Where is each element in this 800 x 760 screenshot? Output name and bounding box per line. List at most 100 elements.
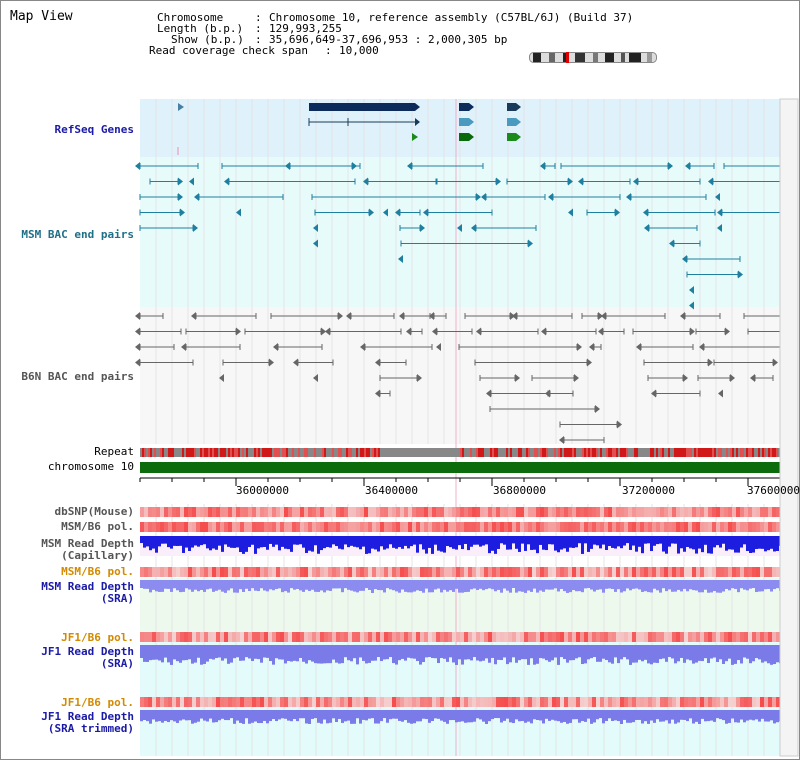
- vertical-scrollbar: [779, 98, 799, 757]
- track-label-chromosome: chromosome 10: [47, 460, 134, 473]
- jf1-read-depth-sra: [140, 645, 782, 665]
- bac-end-arrow: [715, 193, 720, 201]
- track-label-msm-b6-pol-2[interactable]: MSM/B6 pol.: [61, 565, 134, 578]
- bac-end-arrow: [417, 374, 422, 382]
- bac-end-arrow: [496, 177, 501, 186]
- bac-end-arrow: [548, 193, 553, 201]
- bac-end-arrow: [269, 358, 274, 367]
- bac-end-arrow: [375, 389, 380, 398]
- bac-end-arrow: [598, 312, 603, 320]
- track-label-msm-b6-pol-1[interactable]: MSM/B6 pol.: [61, 520, 134, 533]
- track-label-dbsnp[interactable]: dbSNP(Mouse): [54, 505, 134, 518]
- bac-end-arrow: [568, 208, 573, 217]
- bac-end-arrow: [135, 327, 140, 336]
- bac-end-arrow: [395, 208, 400, 217]
- length-value: 129,993,255: [269, 22, 342, 35]
- bac-end-arrow: [219, 374, 224, 382]
- bac-end-arrow: [690, 327, 695, 336]
- bac-end-arrow: [325, 327, 330, 336]
- msm-b6-pol-track-1: [140, 522, 780, 532]
- chromosome-value: Chromosome 10, reference assembly (C57BL…: [269, 11, 634, 24]
- msm-read-depth-sra: [140, 580, 782, 593]
- bac-end-arrow: [363, 177, 368, 186]
- bac-end-arrow: [601, 312, 606, 320]
- track-label-jf1-read-depth-sra[interactable]: JF1 Read Depth (SRA): [41, 645, 134, 670]
- bac-end-arrow: [559, 436, 564, 444]
- bac-end-arrow: [528, 239, 533, 248]
- jf1-b6-pol-track-2: [140, 697, 780, 707]
- bac-end-arrow: [598, 327, 603, 336]
- bac-end-arrow: [574, 374, 579, 382]
- chromosome-bar: [140, 462, 780, 473]
- dbsnp-track: [140, 507, 780, 517]
- bac-end-arrow: [293, 358, 298, 367]
- bac-end-arrow: [476, 327, 481, 336]
- track-label-msm-read-depth-capillary[interactable]: MSM Read Depth (Capillary): [41, 537, 134, 562]
- bac-end-arrow: [135, 312, 140, 320]
- chromosome-ideogram[interactable]: [529, 52, 657, 63]
- bac-end-arrow: [669, 239, 674, 248]
- bac-end-arrow: [668, 162, 673, 170]
- bac-end-arrow: [407, 162, 412, 170]
- track-label-jf1-b6-pol-1[interactable]: JF1/B6 pol.: [61, 631, 134, 644]
- bac-end-arrow: [194, 193, 199, 201]
- gene-feature: [459, 103, 469, 111]
- msm-b6-pol-track-2: [140, 567, 780, 577]
- bac-end-arrow: [224, 177, 229, 186]
- bac-end-arrow: [773, 358, 778, 367]
- axis-tick-label: 36800000: [493, 484, 546, 497]
- bac-end-arrow: [738, 270, 743, 279]
- bac-end-arrow: [313, 224, 318, 232]
- bac-end-arrow: [313, 239, 318, 248]
- bac-end-arrow: [313, 374, 318, 382]
- bac-end-arrow: [730, 374, 735, 382]
- bac-end-arrow: [717, 224, 722, 232]
- bac-end-arrow: [644, 224, 649, 232]
- chromosome-label: Chromosome: [157, 11, 224, 24]
- track-label-refseq[interactable]: RefSeq Genes: [54, 123, 134, 136]
- bac-end-arrow: [568, 177, 573, 186]
- bac-end-arrow: [457, 224, 462, 232]
- bac-end-arrow: [617, 420, 622, 429]
- jf1-b6-pol-track-1: [140, 632, 780, 642]
- bac-end-arrow: [383, 208, 388, 217]
- gene-feature: [507, 103, 516, 111]
- refseq-genes: [177, 103, 521, 155]
- bac-end-arrow: [321, 327, 326, 336]
- bac-end-arrow: [436, 343, 441, 351]
- track-label-msm-bac[interactable]: MSM BAC end pairs: [21, 228, 134, 241]
- track-label-jf1-b6-pol-2[interactable]: JF1/B6 pol.: [61, 696, 134, 709]
- bac-end-arrow: [589, 343, 594, 351]
- bac-end-arrow: [717, 208, 722, 217]
- bac-end-arrow: [471, 224, 476, 232]
- bac-end-arrow: [689, 301, 694, 310]
- bac-end-arrow: [398, 255, 403, 263]
- track-label-msm-read-depth-sra[interactable]: MSM Read Depth (SRA): [41, 580, 134, 605]
- axis-tick-label: 36000000: [236, 484, 289, 497]
- bac-end-arrow: [273, 343, 278, 351]
- bac-end-arrow: [651, 389, 656, 398]
- bac-end-arrow: [682, 255, 687, 263]
- track-label-b6n-bac[interactable]: B6N BAC end pairs: [21, 370, 134, 383]
- b6n-bac-end-pairs: [135, 312, 785, 444]
- track-label-jf1-read-depth-trimmed[interactable]: JF1 Read Depth (SRA trimmed): [41, 710, 134, 735]
- bac-end-arrow: [406, 327, 411, 336]
- bac-end-arrow: [689, 286, 694, 294]
- bac-end-arrow: [338, 312, 343, 320]
- jf1-read-depth-trimmed: [140, 710, 782, 724]
- bac-end-arrow: [360, 343, 365, 351]
- axis-tick-label: 37600000: [747, 484, 800, 497]
- bac-end-arrow: [486, 389, 491, 398]
- bac-end-arrow: [191, 312, 196, 320]
- msm-read-depth-capillary: [140, 536, 782, 556]
- bac-end-arrow: [595, 405, 600, 413]
- bac-end-arrow: [541, 327, 546, 336]
- bac-end-arrow: [423, 208, 428, 217]
- bac-end-arrow: [545, 389, 550, 398]
- bac-end-arrow: [178, 193, 183, 201]
- bac-end-arrow: [680, 312, 685, 320]
- bac-end-arrow: [369, 208, 374, 217]
- track-label-repeat: Repeat: [94, 445, 134, 458]
- bac-end-arrow: [636, 343, 641, 351]
